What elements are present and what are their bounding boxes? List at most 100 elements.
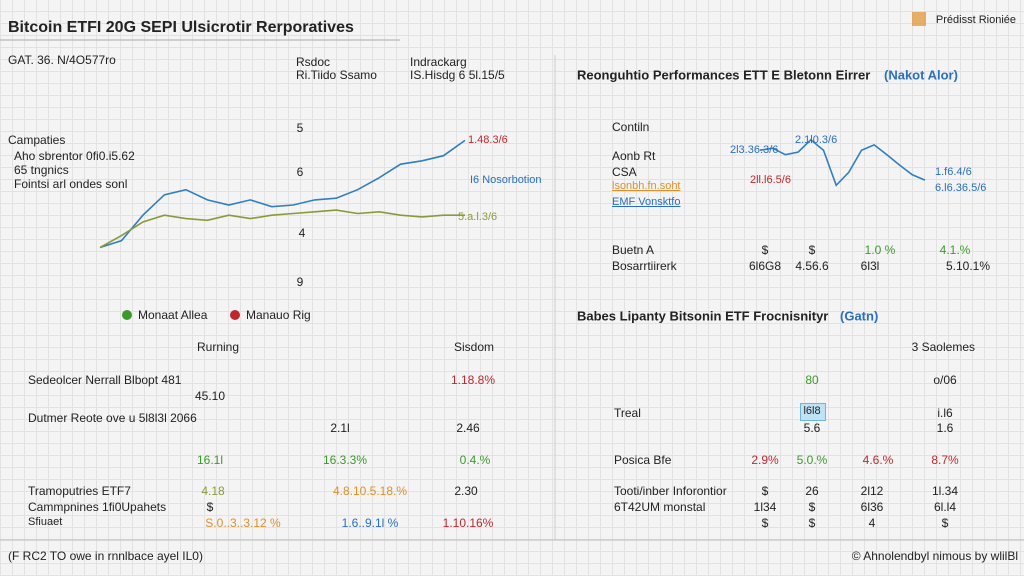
label: Tramoputries ETF7 bbox=[28, 484, 131, 498]
label: IS.Hisdg 6 5l.15/5 bbox=[410, 68, 505, 82]
label: 2.30 bbox=[454, 484, 478, 498]
line bbox=[99, 139, 466, 249]
label: $ bbox=[206, 500, 214, 514]
label: 5 bbox=[296, 121, 304, 135]
legend-dot bbox=[122, 310, 132, 320]
label: lsonbh.fn.soht bbox=[612, 180, 681, 192]
label: 26 bbox=[805, 484, 819, 498]
label: Dutmer Reote ove u 5l8l3l 2066 bbox=[28, 411, 197, 425]
label: © Ahnolendbyl nimous by wlilBl bbox=[851, 549, 1018, 563]
label: Posica Bfe bbox=[614, 453, 672, 467]
label: Reonguhtio Performances ETT E Bletonn Ei… bbox=[577, 67, 871, 83]
label: 2.1l bbox=[330, 421, 350, 435]
label: Sisdom bbox=[453, 340, 495, 354]
line bbox=[99, 209, 465, 249]
label: 6T42UM monstal bbox=[614, 500, 706, 514]
label: 4.56.6 bbox=[795, 259, 829, 273]
label: Sfiuaet bbox=[28, 516, 63, 528]
label: Monaat Allea bbox=[138, 308, 208, 322]
label: $ bbox=[941, 516, 949, 530]
label: Ri.Tiido Ssamo bbox=[296, 68, 377, 82]
label: 1.10.16% bbox=[442, 516, 494, 530]
label: 5.0.% bbox=[796, 453, 828, 467]
label: 1.f6.4/6 bbox=[935, 166, 972, 178]
label: 2.46 bbox=[456, 421, 480, 435]
label: Bosarrtiirerk bbox=[612, 259, 677, 273]
label: 5.10.1% bbox=[945, 259, 991, 273]
label: Treal bbox=[614, 406, 641, 420]
label: Tooti/inber Inforontior bbox=[614, 484, 727, 498]
label: Sedeolcer Nerrall Blbopt 481 bbox=[28, 373, 182, 387]
label: 1.18.8% bbox=[450, 373, 496, 387]
label: 2l12 bbox=[860, 484, 884, 498]
label: 1l34 bbox=[753, 500, 777, 514]
label: S.0..3..3.12 % bbox=[205, 516, 281, 530]
label: 6l.l4 bbox=[933, 500, 957, 514]
label: (F RC2 TO owe in rnnlbace ayel IL0) bbox=[8, 549, 203, 563]
label: 6 bbox=[296, 165, 304, 179]
label: $ bbox=[761, 484, 769, 498]
label: 45.10 bbox=[194, 389, 226, 403]
label: Aonb Rt bbox=[612, 149, 656, 163]
label: 1l.34 bbox=[931, 484, 959, 498]
label: Fointsi arl ondes sonl bbox=[14, 177, 128, 191]
label: $ bbox=[808, 500, 816, 514]
label: (Nakot Alor) bbox=[884, 67, 958, 83]
legend-dot bbox=[230, 310, 240, 320]
label: 2.1l0.3/6 bbox=[795, 134, 838, 146]
highlight-box bbox=[800, 403, 826, 421]
label: 4.8.10.5.18.% bbox=[332, 484, 408, 498]
label: l6l8 bbox=[803, 405, 821, 417]
label: 2.9% bbox=[751, 453, 779, 467]
label: 4 bbox=[868, 516, 876, 530]
label: 16.1l bbox=[196, 453, 224, 467]
label: Indrackarg bbox=[410, 55, 467, 69]
brand-icon bbox=[912, 12, 926, 26]
label: Aho sbrentor 0fi0.i5.62 bbox=[14, 149, 135, 163]
label: i.l6 bbox=[937, 406, 953, 420]
label: 0.4.% bbox=[459, 453, 491, 467]
label: 80 bbox=[805, 373, 819, 387]
label: 4 bbox=[298, 226, 306, 240]
label: 4.1.% bbox=[939, 243, 971, 257]
label: 16.3.3% bbox=[322, 453, 368, 467]
label: Rsdoc bbox=[296, 55, 331, 69]
label: 6l36 bbox=[860, 500, 884, 514]
label: Manauo Rig bbox=[246, 308, 311, 322]
label: 5.a.l.3/6 bbox=[458, 211, 498, 223]
label: $ bbox=[808, 516, 816, 530]
label: o/06 bbox=[933, 373, 957, 387]
line bbox=[759, 138, 926, 187]
label: Babes Lipanty Bitsonin ETF Frocnisnityr bbox=[577, 308, 829, 324]
label: 1.48.3/6 bbox=[468, 134, 508, 146]
label: (Gatn) bbox=[840, 308, 879, 324]
label: 2ll.l6.5/6 bbox=[750, 174, 791, 186]
label: $ bbox=[761, 516, 769, 530]
label: 2l3.36.3/6 bbox=[730, 144, 779, 156]
label: 1.0 % bbox=[864, 243, 896, 257]
label: 4.6.% bbox=[862, 453, 894, 467]
label: $ bbox=[808, 243, 816, 257]
label: Buetn A bbox=[612, 243, 655, 257]
label: 1.6 bbox=[936, 421, 954, 435]
label: 6.l6.36.5/6 bbox=[935, 182, 987, 194]
label: 6l3l bbox=[860, 259, 880, 273]
label: Campaties bbox=[8, 133, 66, 147]
label: 9 bbox=[296, 275, 304, 289]
label: Cammpnines 1fi0Upahets bbox=[28, 500, 167, 514]
label: Rurning bbox=[196, 340, 240, 354]
label: I6 Nosorbotion bbox=[470, 174, 542, 186]
label: Bitcoin ETFI 20G SEPI Ulsicrotir Rerpora… bbox=[8, 19, 354, 36]
label: Contiln bbox=[612, 120, 650, 134]
label: GAT. 36. N/4O577ro bbox=[8, 53, 116, 67]
label: 5.6 bbox=[803, 421, 821, 435]
label: 65 tngnics bbox=[14, 163, 69, 177]
label: 4.18 bbox=[201, 484, 225, 498]
label: 6l6G8 bbox=[748, 259, 782, 273]
label: 8.7% bbox=[931, 453, 959, 467]
label: EMF Vonsktfo bbox=[612, 196, 681, 208]
label: CSA bbox=[612, 165, 637, 179]
label: Prédisst Rioniée bbox=[935, 14, 1016, 26]
